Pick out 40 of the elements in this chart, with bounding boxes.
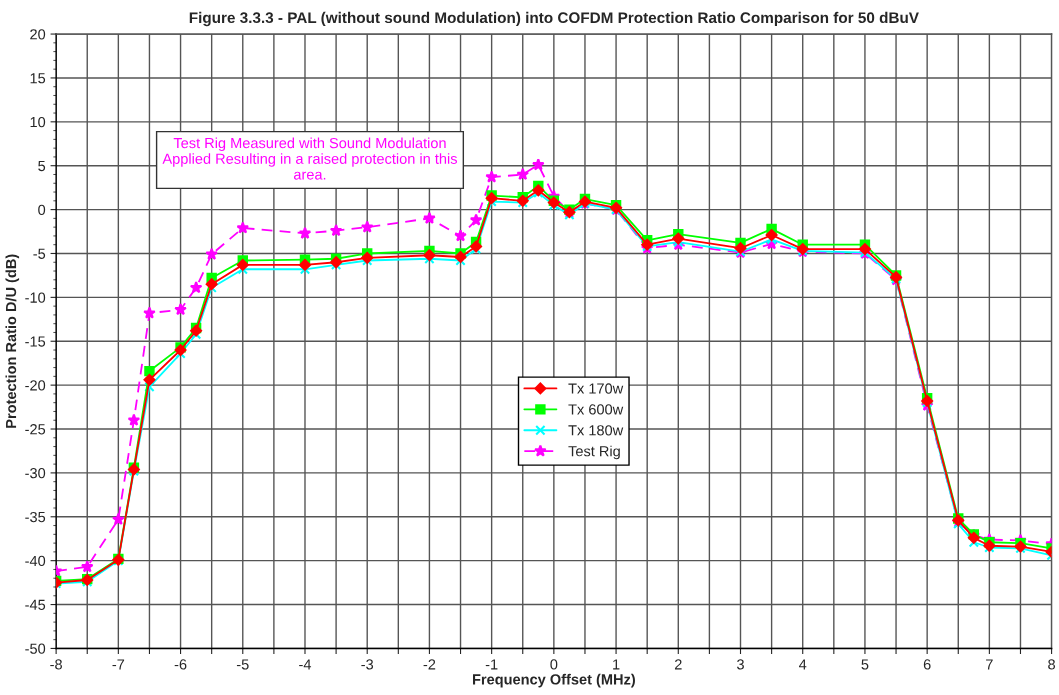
legend-label: Test Rig [568,445,620,460]
y-tick-label: 5 [38,160,46,172]
y-tick-label: -10 [25,292,46,303]
y-axis-title: Protection Ratio D/U (dB) [5,254,20,428]
x-tick-label: 0 [550,659,558,670]
y-tick-label: 10 [30,116,46,128]
x-tick-label: -3 [361,659,374,670]
y-tick-label: -50 [25,643,46,654]
y-tick-label: -45 [25,599,46,610]
x-tick-label: 7 [986,659,993,670]
y-tick-label: 15 [30,73,46,84]
y-tick-label: -35 [25,511,46,523]
y-tick-label: -15 [25,336,46,347]
x-tick-label: 4 [799,659,807,670]
annotation: Test Rig Measured with Sound Modulation Applied Resulting in a raised protection in this area. [162,137,457,180]
x-tick-label: -4 [299,659,312,670]
x-tick-label: -8 [50,659,62,670]
x-tick-label: 3 [737,659,744,670]
x-tick-label: -7 [112,659,125,670]
legend-label: Tx 170w [568,383,624,394]
y-tick-label: 20 [30,29,46,40]
x-tick-label: 1 [613,659,620,670]
x-tick-label: 5 [861,659,869,670]
x-tick-label: 2 [674,659,682,670]
x-tick-label: -5 [236,659,249,670]
chart-title: Figure 3.3.3 - PAL (without sound Modulation) into COFDM Protection Ratio Comparison for 50 dBuV [189,11,919,27]
x-tick-label: -6 [174,659,187,670]
y-tick-label: -5 [33,248,46,259]
x-axis-title: Frequency Offset (MHz) [473,673,635,688]
y-tick-label: -20 [25,380,46,391]
y-tick-label: -40 [25,555,46,567]
x-tick-label: -1 [485,659,498,670]
x-tick-label: 8 [1048,659,1056,670]
y-tick-label: -25 [25,424,46,435]
y-tick-label: 0 [38,204,46,216]
y-tick-label: -30 [25,468,46,479]
legend-label: Tx 600w [568,404,624,415]
legend-label: Tx 180w [568,425,624,436]
x-tick-label: 6 [923,659,931,670]
x-tick-label: -2 [423,659,436,670]
